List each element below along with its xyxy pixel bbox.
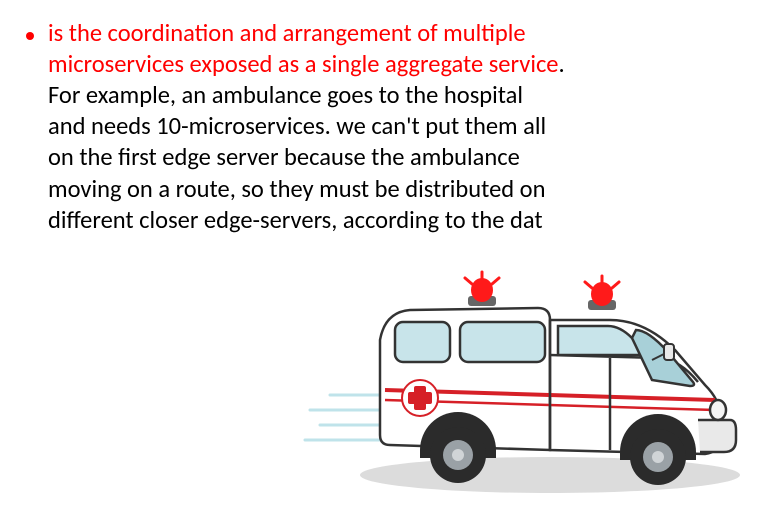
bullet-marker bbox=[26, 32, 34, 40]
highlighted-definition: is the coordination and arrangement of m… bbox=[48, 18, 559, 79]
ambulance-body bbox=[380, 308, 736, 460]
bullet-item: is the coordination and arrangement of m… bbox=[26, 18, 566, 236]
medical-cross-icon bbox=[402, 380, 438, 416]
bullet-text: is the coordination and arrangement of m… bbox=[48, 18, 566, 236]
siren-left bbox=[465, 272, 499, 306]
ambulance-illustration bbox=[300, 260, 760, 500]
front-wheel bbox=[630, 429, 686, 485]
rear-wheel bbox=[430, 427, 486, 483]
siren-right bbox=[585, 276, 619, 310]
